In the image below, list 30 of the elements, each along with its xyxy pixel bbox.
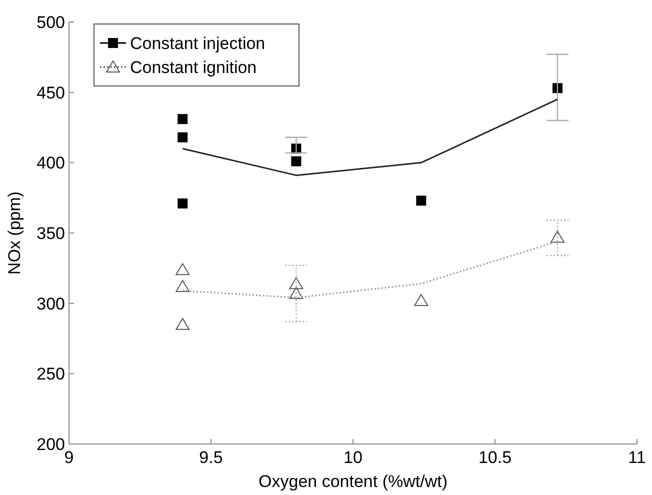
point — [552, 83, 562, 94]
point — [550, 230, 564, 243]
y-tick-label: 450 — [36, 83, 65, 102]
point — [178, 114, 188, 124]
point — [178, 198, 188, 208]
y-tick-label: 300 — [36, 294, 65, 314]
x-tick-label: 10.5 — [478, 448, 512, 467]
x-tick-label: 10 — [344, 448, 362, 467]
legend-label: Constant ignition — [130, 58, 257, 77]
x-tick-label: 9 — [64, 448, 74, 467]
point — [176, 280, 190, 292]
point — [414, 294, 428, 306]
y-tick-label: 400 — [36, 154, 65, 173]
y-tick-label: 250 — [36, 364, 65, 384]
line-series — [182, 98, 558, 176]
x-tick-label: 11 — [628, 448, 646, 467]
point — [416, 196, 426, 206]
y-tick-label: 500 — [36, 13, 65, 32]
point — [289, 286, 304, 299]
x-axis-title: Oxygen content (%wt/wt) — [258, 472, 448, 491]
point — [291, 156, 302, 166]
x-tick-label: 9.5 — [199, 448, 223, 467]
y-axis-title: NOx (ppm) — [5, 191, 24, 275]
y-tick-label: 200 — [36, 435, 65, 454]
point — [176, 318, 190, 330]
y-tick-label: 350 — [36, 224, 65, 243]
point — [178, 132, 188, 142]
point — [176, 263, 190, 276]
point — [289, 277, 304, 290]
legend-label: Constant injection — [130, 34, 266, 53]
